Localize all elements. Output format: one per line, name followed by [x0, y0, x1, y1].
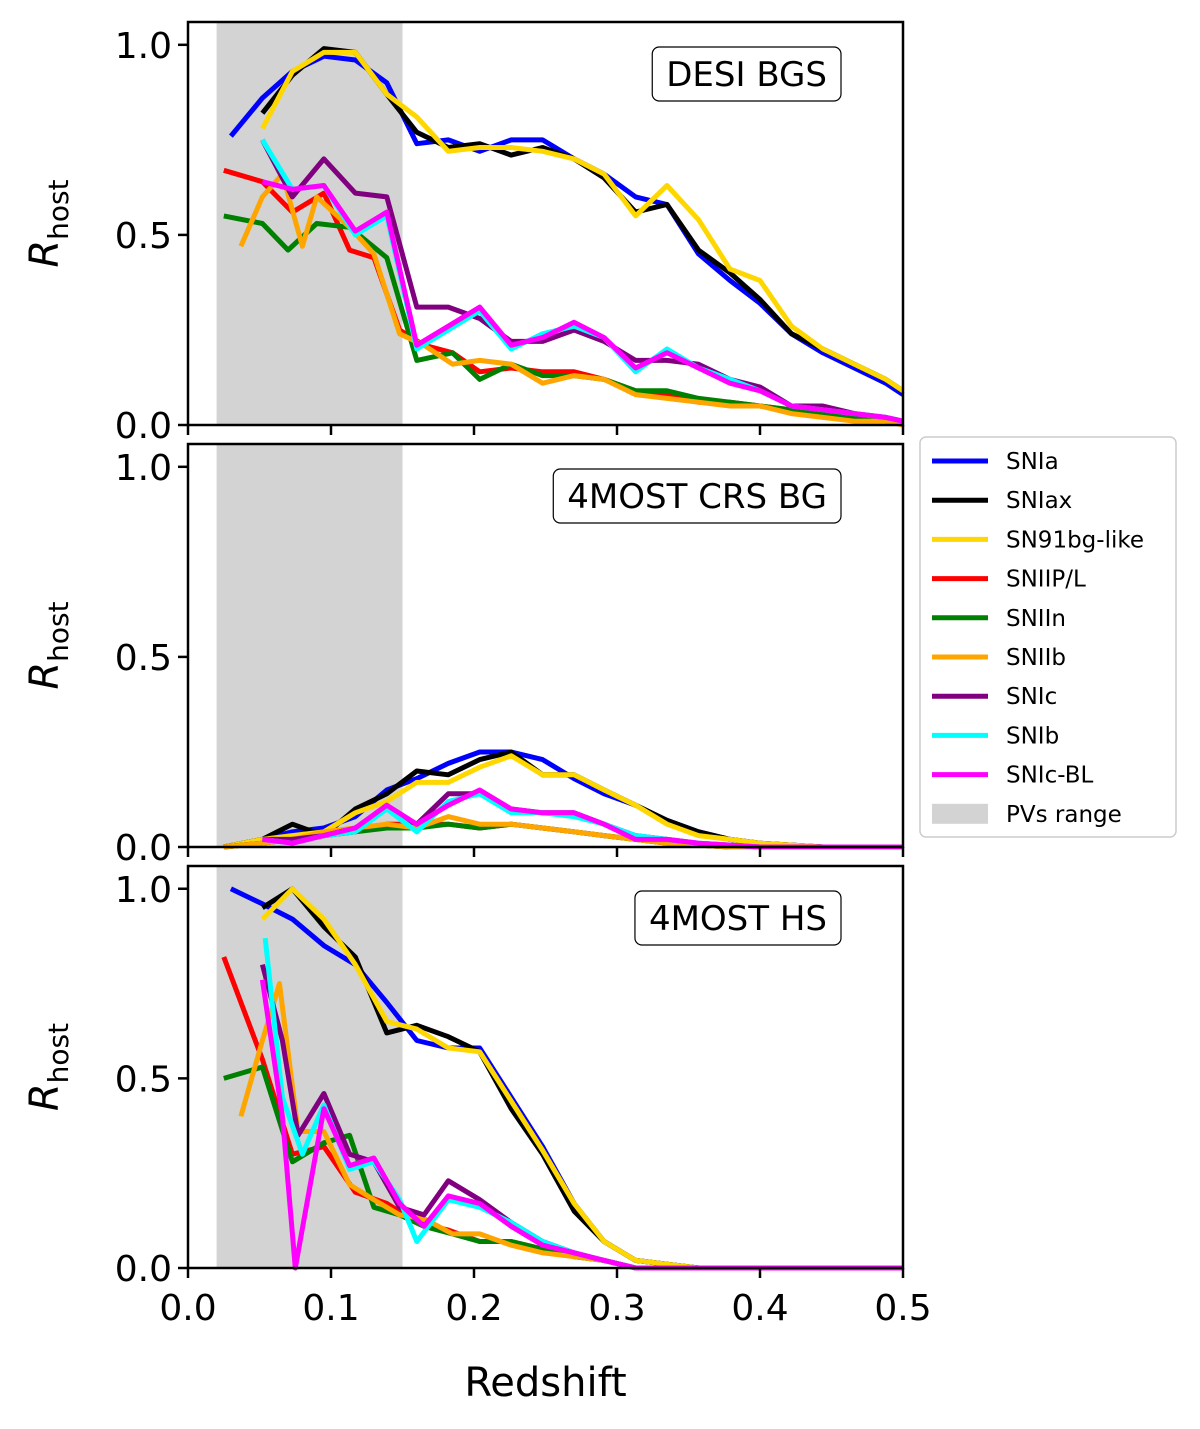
- panel-label-frame: [552, 468, 842, 524]
- legend-label: SNIc-BL: [1006, 763, 1093, 789]
- legend-label: PVs range: [1006, 802, 1122, 828]
- y-axis-title: Rhost: [22, 601, 75, 689]
- panel-label-frame: [634, 890, 842, 946]
- y-tick-label: 0.0: [115, 1249, 172, 1290]
- legend-label: SNIIb: [1006, 645, 1066, 671]
- panel-frame: [186, 442, 905, 849]
- legend-label: SNIc: [1006, 684, 1057, 710]
- y-tick-label: 0.0: [115, 828, 172, 869]
- legend: SNIa SNIax SN91bg-like SNIIP/L SNIIn SNIIb SNI…: [919, 436, 1177, 838]
- series-line-sniib: [238, 171, 904, 428]
- y-tick-label: 1.0: [115, 26, 172, 67]
- y-tick-label: 0.5: [115, 216, 172, 257]
- x-tick-label: 0.0: [159, 1288, 216, 1329]
- panel-label-frame: [651, 46, 842, 102]
- y-axis-title-sub: host: [42, 601, 75, 661]
- y-axis-title: Rhost: [22, 179, 75, 267]
- legend-label: SNIb: [1006, 723, 1059, 749]
- panel-1: 0.0 0.5 1.0 Rhost 4MOST CRS BG: [22, 442, 905, 869]
- legend-label: SNIa: [1006, 449, 1059, 475]
- legend-label: SNIIn: [1006, 606, 1066, 632]
- pvs-range-region: [216, 444, 403, 847]
- x-tick-label: 0.4: [731, 1288, 788, 1329]
- y-tick-label: 0.5: [115, 1059, 172, 1100]
- x-tick-label: 0.3: [588, 1288, 645, 1329]
- x-tick-label: 0.1: [302, 1288, 359, 1329]
- x-axis-title: Redshift: [464, 1360, 626, 1406]
- panel-label: DESI BGS: [666, 55, 827, 95]
- series-line-snic-bl: [259, 979, 903, 1271]
- legend-label: SNIIP/L: [1006, 567, 1086, 593]
- panel-frame: [186, 864, 905, 1270]
- panel-label-box: DESI BGS: [651, 46, 842, 102]
- y-axis-title: Rhost: [22, 1023, 75, 1111]
- y-tick-label: 1.0: [115, 448, 172, 489]
- panel-label: 4MOST CRS BG: [567, 477, 827, 517]
- y-axis-title-main: R: [22, 662, 68, 690]
- panel-frame: [186, 20, 905, 427]
- series-line-sn91bg-like: [260, 49, 905, 393]
- y-tick-label: 0.0: [115, 406, 172, 447]
- y-tick-label: 1.0: [115, 870, 172, 911]
- x-tick-label: 0.5: [874, 1288, 931, 1329]
- y-tick-label: 0.5: [115, 638, 172, 679]
- panel-2: 0.0 0.5 1.0 0.0 0.1 0.2 0.3 0.4 0.5 Rhost 4MOST HS: [22, 864, 932, 1329]
- legend-swatch-pvs-range: [932, 803, 988, 824]
- panel-label-box: 4MOST HS: [634, 890, 842, 946]
- panel-label: 4MOST HS: [649, 899, 827, 939]
- legend-label: SN91bg-like: [1006, 527, 1144, 553]
- series-line-snic-bl: [261, 179, 904, 424]
- y-axis-title-sub: host: [42, 179, 75, 239]
- legend-label: SNIax: [1006, 488, 1072, 514]
- series-line-snic-bl: [262, 787, 903, 850]
- x-tick-label: 0.2: [445, 1288, 502, 1329]
- panel-label-box: 4MOST CRS BG: [552, 468, 842, 524]
- panel-0: 0.0 0.5 1.0 Rhost DESI BGS: [22, 20, 905, 447]
- y-axis-title-main: R: [22, 1083, 68, 1111]
- y-axis-title-main: R: [22, 240, 68, 268]
- y-axis-title-sub: host: [42, 1023, 75, 1083]
